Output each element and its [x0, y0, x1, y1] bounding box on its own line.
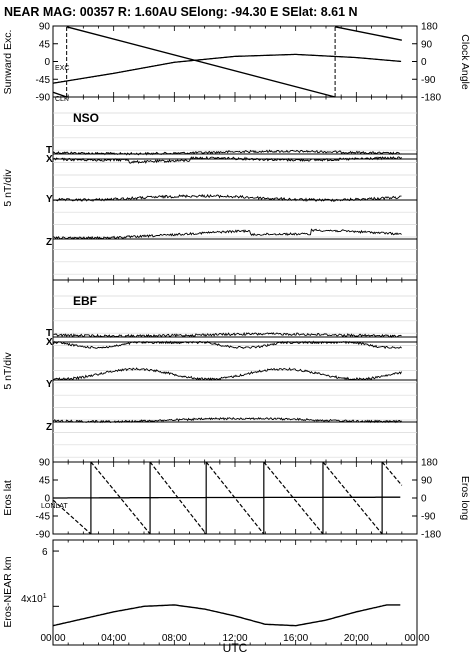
eros-lat-axis-label: Eros lat — [2, 480, 14, 516]
distance-tick-4x10: 4x101 — [21, 593, 47, 605]
ebf-panel-title: EBF — [73, 294, 97, 308]
eros-long-series-line — [263, 461, 324, 535]
eros-long-series-line — [205, 461, 265, 535]
nso-t-label: T — [46, 145, 52, 156]
eros-long-series-line — [149, 461, 207, 535]
exc-trace-label: EXC — [55, 65, 69, 72]
eros-left-tick-label: 90 — [39, 458, 51, 469]
x-tick-label: 04:00 — [101, 633, 126, 644]
orientation-left-tick-label: -45 — [36, 75, 51, 86]
x-axis-label: UTC — [223, 641, 248, 655]
nso-z-label: Z — [46, 237, 52, 248]
nso-panel-frame — [52, 96, 418, 281]
ebf-y-trace — [52, 367, 402, 381]
distance-panel-frame — [52, 539, 418, 646]
eros-long-series-line — [90, 461, 151, 535]
eros-long-series-line — [381, 461, 403, 486]
eros-left-tick-label: 0 — [44, 494, 50, 505]
orientation-right-tick-label: 0 — [421, 57, 427, 68]
eros-left-tick-label: -45 — [36, 512, 51, 523]
nso-z-trace — [52, 228, 402, 240]
nso-t-trace — [52, 149, 402, 156]
x-tick-label: 12:00 — [222, 633, 247, 644]
orientation-right-tick-label: -90 — [421, 75, 436, 86]
eros-right-tick-label: 90 — [421, 476, 433, 487]
eros-long-series-line — [322, 461, 383, 535]
ebf-t-trace — [53, 331, 402, 339]
sunward-exc-axis-label: Sunward Exc. — [2, 30, 14, 95]
ebf-t-label: T — [46, 328, 52, 339]
orientation-left-tick-label: 90 — [39, 22, 51, 33]
distance-tick-6: 6 — [42, 547, 48, 558]
ebf-z-trace — [52, 416, 402, 424]
eros-right-tick-label: -90 — [421, 512, 436, 523]
eros-near-km-axis-label: Eros-NEAR km — [2, 556, 14, 627]
ebf-x-trace — [52, 340, 402, 350]
x-tick-label: 16:00 — [283, 633, 308, 644]
x-tick-label: 00:00 — [40, 633, 65, 644]
nso-y-trace — [52, 193, 402, 202]
eros-long-series-line — [52, 499, 92, 535]
nso-y-label: Y — [46, 194, 53, 205]
x-tick-label: 00:00 — [404, 633, 429, 644]
eros-left-tick-label: 45 — [39, 476, 51, 487]
orientation-right-tick-label: 90 — [421, 39, 433, 50]
clk-series-line — [334, 26, 402, 41]
exc-series-line — [52, 53, 402, 84]
orientation-right-tick-label: -180 — [421, 93, 441, 104]
nso-x-label: X — [46, 154, 53, 165]
ebf-z-label: Z — [46, 422, 52, 433]
orientation-panel-frame — [52, 25, 418, 98]
orientation-left-tick-label: -90 — [36, 93, 51, 104]
orientation-left-tick-label: 0 — [44, 57, 50, 68]
eros-long-axis-label: Eros long — [459, 476, 471, 521]
eros-right-tick-label: 180 — [421, 458, 438, 469]
eros-right-tick-label: 0 — [421, 494, 427, 505]
nso-axis-label: 5 nT/div — [2, 169, 14, 207]
ebf-axis-label: 5 nT/div — [2, 352, 14, 390]
ebf-y-label: Y — [46, 379, 53, 390]
clock-angle-axis-label: Clock Angle — [459, 34, 471, 90]
clk-trace-label: CLK — [55, 96, 69, 103]
distance-series-line — [52, 604, 401, 627]
x-tick-label: 20:00 — [344, 633, 369, 644]
eros-right-tick-label: -180 — [421, 530, 441, 541]
nso-x-trace — [52, 155, 402, 164]
figure-title: NEAR MAG: 00357 R: 1.60AU SElong: -94.30… — [4, 5, 358, 19]
eros-lat-series-line — [53, 496, 401, 499]
x-tick-label: 08:00 — [162, 633, 187, 644]
ebf-x-label: X — [46, 337, 53, 348]
orientation-left-tick-label: 45 — [39, 39, 51, 50]
clk-series-line — [66, 26, 336, 98]
clk-series-line — [52, 91, 67, 98]
eros-left-tick-label: -90 — [36, 530, 51, 541]
orientation-right-tick-label: 180 — [421, 22, 438, 33]
lonlat-trace-label: LONLAT — [41, 503, 68, 510]
nso-panel-title: NSO — [73, 111, 99, 125]
